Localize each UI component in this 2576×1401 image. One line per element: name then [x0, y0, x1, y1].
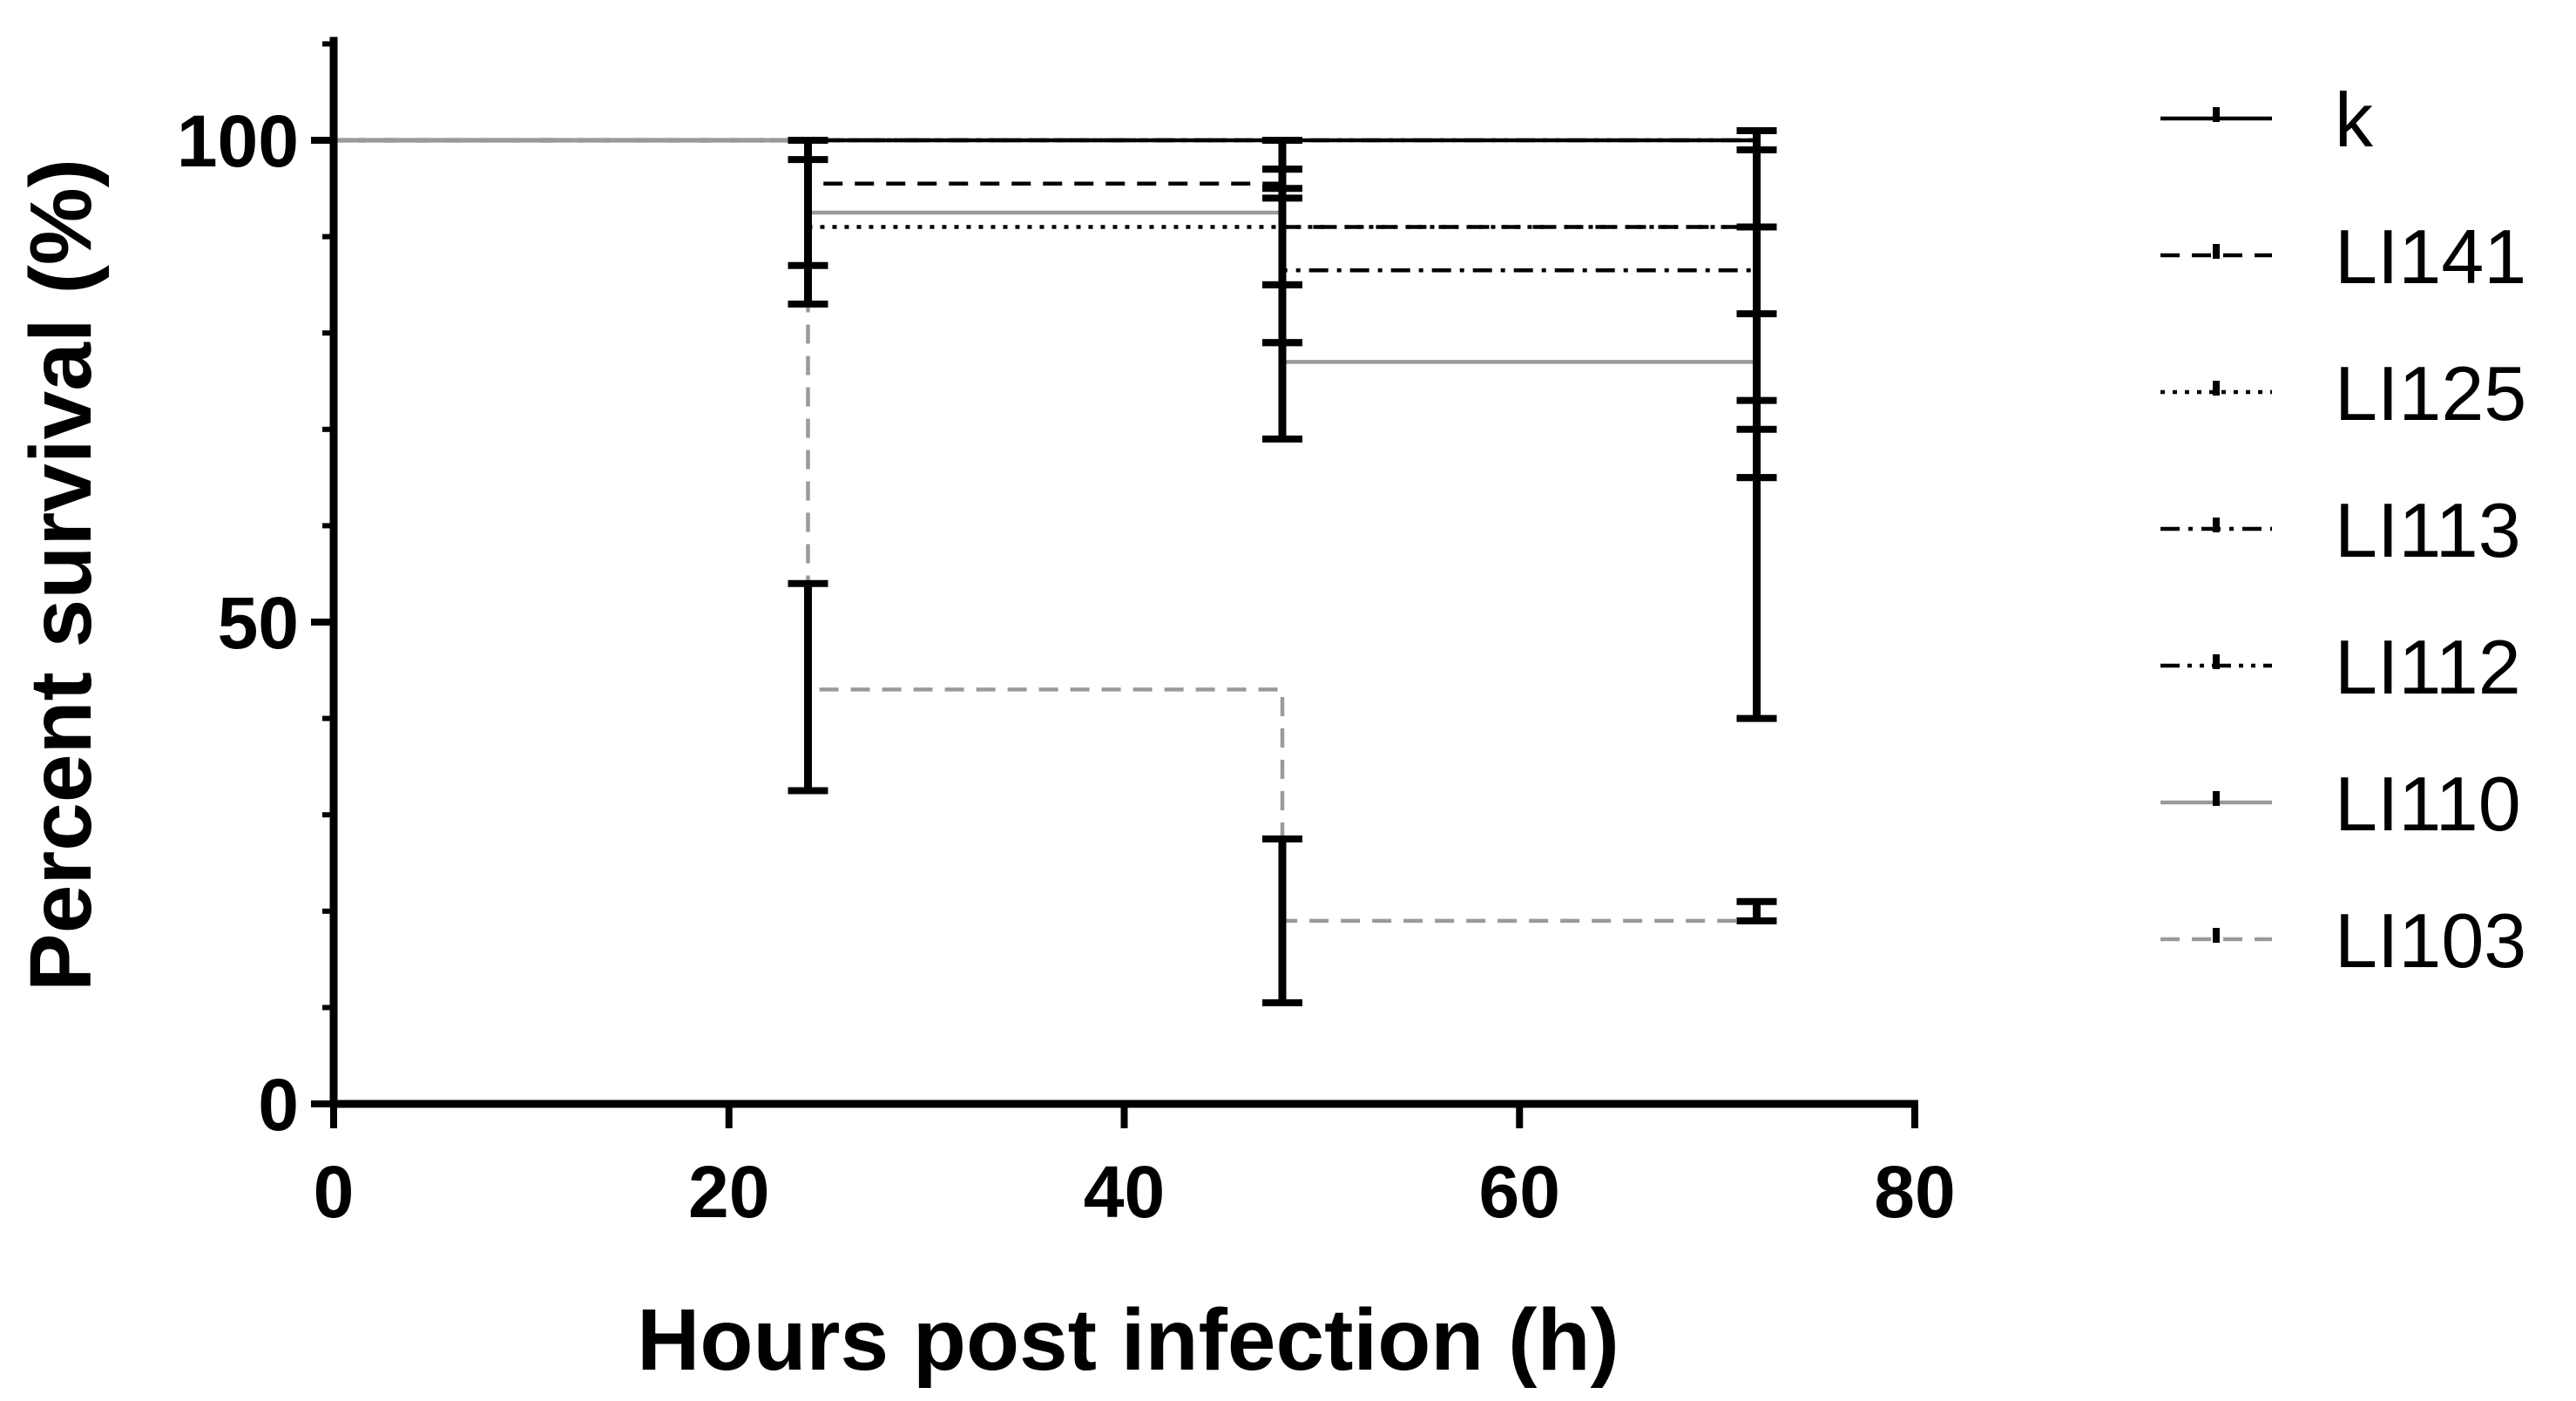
- error-bar-li110-24h: [788, 137, 828, 308]
- legend-label: LI141: [2335, 213, 2526, 300]
- error-bar-li110-48h: [1262, 281, 1302, 443]
- legend-label: LI110: [2335, 761, 2521, 847]
- y-tick-label: 100: [177, 100, 299, 182]
- legend-entry-li103: LI103: [2160, 897, 2526, 984]
- legend-entry-li125: LI125: [2160, 350, 2526, 437]
- legend-label: LI113: [2335, 487, 2521, 573]
- legend-label: k: [2335, 77, 2374, 163]
- y-axis-label: Percent survival (%): [12, 159, 110, 992]
- error-bar-li112-48h: [1262, 137, 1302, 173]
- error-bar-li103-24h: [788, 579, 828, 795]
- legend-entry-k: k: [2160, 77, 2374, 163]
- legend-label: LI112: [2335, 624, 2521, 710]
- x-tick-label: 20: [688, 1151, 769, 1233]
- error-bar-li103-72h: [1736, 897, 1777, 924]
- x-tick-label: 40: [1084, 1151, 1165, 1233]
- legend-entry-li112: LI112: [2160, 624, 2521, 710]
- x-axis-label: Hours post infection (h): [637, 1291, 1619, 1389]
- legend-label: LI125: [2335, 350, 2526, 437]
- series-line-li110: [334, 138, 1757, 364]
- series-line-li112: [334, 138, 1759, 237]
- legend-entry-li141: LI141: [2160, 213, 2526, 300]
- series-line-li125: [334, 138, 1759, 237]
- error-bar-li110-72h: [1736, 474, 1777, 722]
- series-line-li113: [334, 138, 1757, 273]
- plot-area: [334, 126, 1777, 1006]
- x-tick-label: 60: [1479, 1151, 1560, 1233]
- x-tick-label: 0: [314, 1151, 355, 1233]
- y-tick-label: 50: [218, 582, 299, 664]
- series-line-li103: [334, 138, 1757, 924]
- legend: k LI141 LI125 LI113 LI112 LI110 LI103: [2160, 77, 2526, 984]
- x-tick-label: 80: [1874, 1151, 1955, 1233]
- axes: 0 50 100 0 20 40 60 80: [177, 37, 1956, 1233]
- error-bar-li103-48h: [1262, 835, 1302, 1006]
- y-tick-label: 0: [258, 1064, 299, 1146]
- legend-entry-li113: LI113: [2160, 487, 2521, 573]
- legend-entry-li110: LI110: [2160, 761, 2521, 847]
- legend-label: LI103: [2335, 897, 2526, 984]
